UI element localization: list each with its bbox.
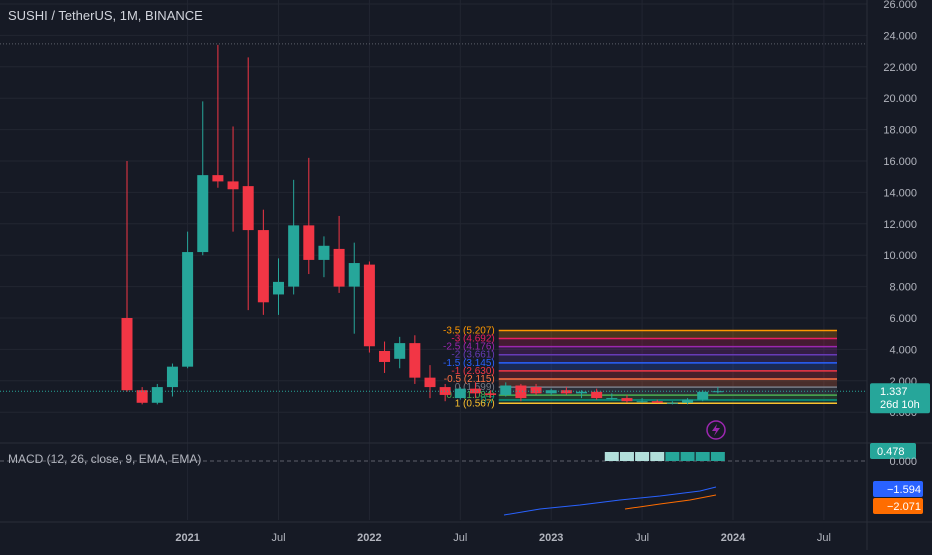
last-price-label: 1.337 <box>880 386 908 398</box>
candle-body[interactable] <box>652 401 663 403</box>
fib-band <box>499 355 837 363</box>
y-tick-label: 10.000 <box>883 250 917 262</box>
y-tick-label: 22.000 <box>883 62 917 74</box>
y-tick-label: 6.000 <box>889 313 917 325</box>
candle-body[interactable] <box>137 390 148 403</box>
candle-body[interactable] <box>425 378 436 387</box>
candle-body[interactable] <box>576 392 587 394</box>
fib-band <box>499 339 837 347</box>
fib-band <box>499 379 837 387</box>
candle-body[interactable] <box>167 367 178 387</box>
candle-body[interactable] <box>531 387 542 393</box>
x-tick-label: Jul <box>817 532 831 544</box>
candle-body[interactable] <box>637 401 648 402</box>
x-tick-label: 2022 <box>357 532 381 544</box>
macd-histogram-bar <box>696 452 710 461</box>
candle-body[interactable] <box>682 400 693 403</box>
chart-title: SUSHI / TetherUS, 1M, BINANCE <box>8 8 203 23</box>
fib-band <box>499 363 837 371</box>
fib-band <box>499 330 837 338</box>
fib-band <box>499 371 837 379</box>
candle-body[interactable] <box>500 386 511 395</box>
candle-body[interactable] <box>561 390 572 393</box>
x-tick-label: Jul <box>271 532 285 544</box>
macd-histogram-bar <box>665 452 679 461</box>
candle-body[interactable] <box>212 175 223 181</box>
y-tick-label: 24.000 <box>883 30 917 42</box>
candle-body[interactable] <box>288 225 299 286</box>
candle-body[interactable] <box>197 175 208 252</box>
candle-body[interactable] <box>697 392 708 400</box>
macd-signal-label: −2.071 <box>887 501 921 513</box>
fib-level-label: 1 (0.567) <box>455 398 495 409</box>
candle-body[interactable] <box>485 393 496 395</box>
macd-histogram-bar <box>650 452 664 461</box>
x-tick-label: 2023 <box>539 532 563 544</box>
candle-body[interactable] <box>258 230 269 302</box>
candle-body[interactable] <box>303 225 314 260</box>
candle-body[interactable] <box>591 392 602 398</box>
candle-body[interactable] <box>364 265 375 347</box>
candle-body[interactable] <box>152 387 163 403</box>
y-tick-label: 26.000 <box>883 0 917 11</box>
candle-body[interactable] <box>334 249 345 287</box>
macd-histogram-bar <box>605 452 619 461</box>
y-tick-label: 16.000 <box>883 156 917 168</box>
y-tick-label: 18.000 <box>883 125 917 137</box>
fib-band <box>499 347 837 355</box>
candle-body[interactable] <box>515 386 526 399</box>
x-tick-label: 2021 <box>175 532 199 544</box>
y-tick-label: 4.000 <box>889 344 917 356</box>
candle-body[interactable] <box>455 389 466 398</box>
x-tick-label: Jul <box>453 532 467 544</box>
candle-body[interactable] <box>243 186 254 230</box>
y-tick-label: 12.000 <box>883 219 917 231</box>
y-tick-label: 14.000 <box>883 187 917 199</box>
candle-body[interactable] <box>182 252 193 367</box>
candle-body[interactable] <box>228 181 239 189</box>
candle-body[interactable] <box>409 343 420 378</box>
candle-body[interactable] <box>318 246 329 260</box>
candle-body[interactable] <box>621 398 632 401</box>
x-tick-label: Jul <box>635 532 649 544</box>
candle-body[interactable] <box>273 282 284 295</box>
macd-title: MACD (12, 26, close, 9, EMA, EMA) <box>8 452 201 466</box>
macd-histogram-bar <box>635 452 649 461</box>
candle-body[interactable] <box>546 390 557 393</box>
y-tick-label: 20.000 <box>883 93 917 105</box>
candle-body[interactable] <box>122 318 133 390</box>
candle-body[interactable] <box>394 343 405 359</box>
candle-body[interactable] <box>606 398 617 399</box>
candle-body[interactable] <box>667 403 678 404</box>
x-tick-label: 2024 <box>721 532 746 544</box>
macd-value-label: −1.594 <box>887 484 921 496</box>
countdown-label: 26d 10h <box>880 399 920 411</box>
macd-histogram-bar <box>620 452 634 461</box>
macd-histogram-bar <box>681 452 695 461</box>
macd-zero-label: 0.000 <box>889 456 917 468</box>
candle-body[interactable] <box>349 263 360 287</box>
macd-histogram-bar <box>711 452 725 461</box>
candle-body[interactable] <box>379 351 390 362</box>
y-tick-label: 8.000 <box>889 282 917 294</box>
